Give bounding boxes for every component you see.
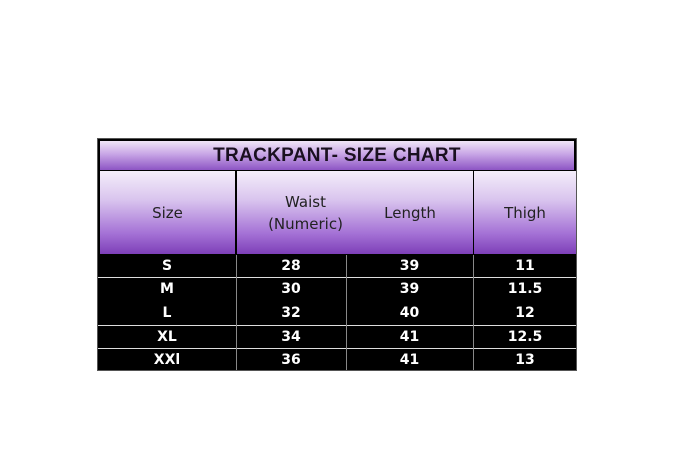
table-cell: M (160, 281, 174, 297)
table-cell: 41 (399, 351, 420, 368)
column-divider (473, 255, 474, 370)
table-cell: XXl (153, 351, 181, 368)
table-cell: 11.5 (507, 281, 543, 297)
table-cell: 11 (515, 257, 535, 274)
column-header: Thigh (474, 171, 576, 254)
table-cell: 12 (515, 305, 535, 321)
table-cell: 28 (281, 257, 301, 274)
table-cell: 30 (281, 281, 301, 297)
size-chart-table: TRACKPANT- SIZE CHART Size Waist (Numeric… (97, 138, 577, 371)
table-cell: 32 (281, 305, 301, 321)
table-cell: 39 (399, 281, 420, 297)
row-divider (98, 325, 576, 326)
table-title: TRACKPANT- SIZE CHART (100, 141, 574, 170)
column-divider (236, 255, 237, 370)
table-cell: 40 (399, 305, 420, 321)
table-cell: L (162, 305, 172, 321)
table-cell: 36 (281, 351, 301, 368)
table-cell: 39 (399, 257, 420, 274)
column-divider (346, 255, 347, 370)
table-cell: S (161, 257, 173, 274)
table-cell: 41 (399, 328, 420, 345)
table-cell: 12.5 (507, 328, 543, 345)
column-header: Size (100, 171, 235, 254)
column-header: Length (347, 171, 473, 254)
row-divider (98, 277, 576, 278)
row-divider (98, 348, 576, 349)
table-cell: 34 (281, 328, 301, 345)
table-cell: 13 (515, 351, 535, 368)
table-cell: XL (157, 328, 177, 345)
